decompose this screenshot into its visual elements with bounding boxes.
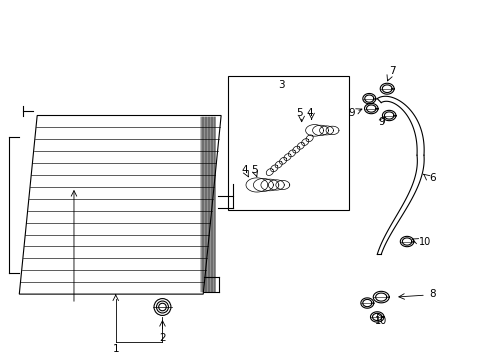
Text: 9: 9: [347, 108, 354, 117]
Text: 7: 7: [388, 66, 395, 76]
Text: 9: 9: [377, 117, 384, 127]
Text: 5: 5: [251, 165, 258, 175]
Text: 1: 1: [112, 344, 119, 354]
Text: 8: 8: [428, 289, 435, 299]
Text: 10: 10: [418, 237, 430, 247]
Text: 5: 5: [296, 108, 303, 117]
Text: 2: 2: [159, 333, 165, 343]
Text: 4: 4: [305, 108, 312, 117]
Text: 10: 10: [374, 316, 386, 326]
Text: 3: 3: [278, 80, 285, 90]
Text: 4: 4: [241, 165, 248, 175]
Bar: [227, 76, 349, 210]
Text: 6: 6: [428, 173, 435, 183]
